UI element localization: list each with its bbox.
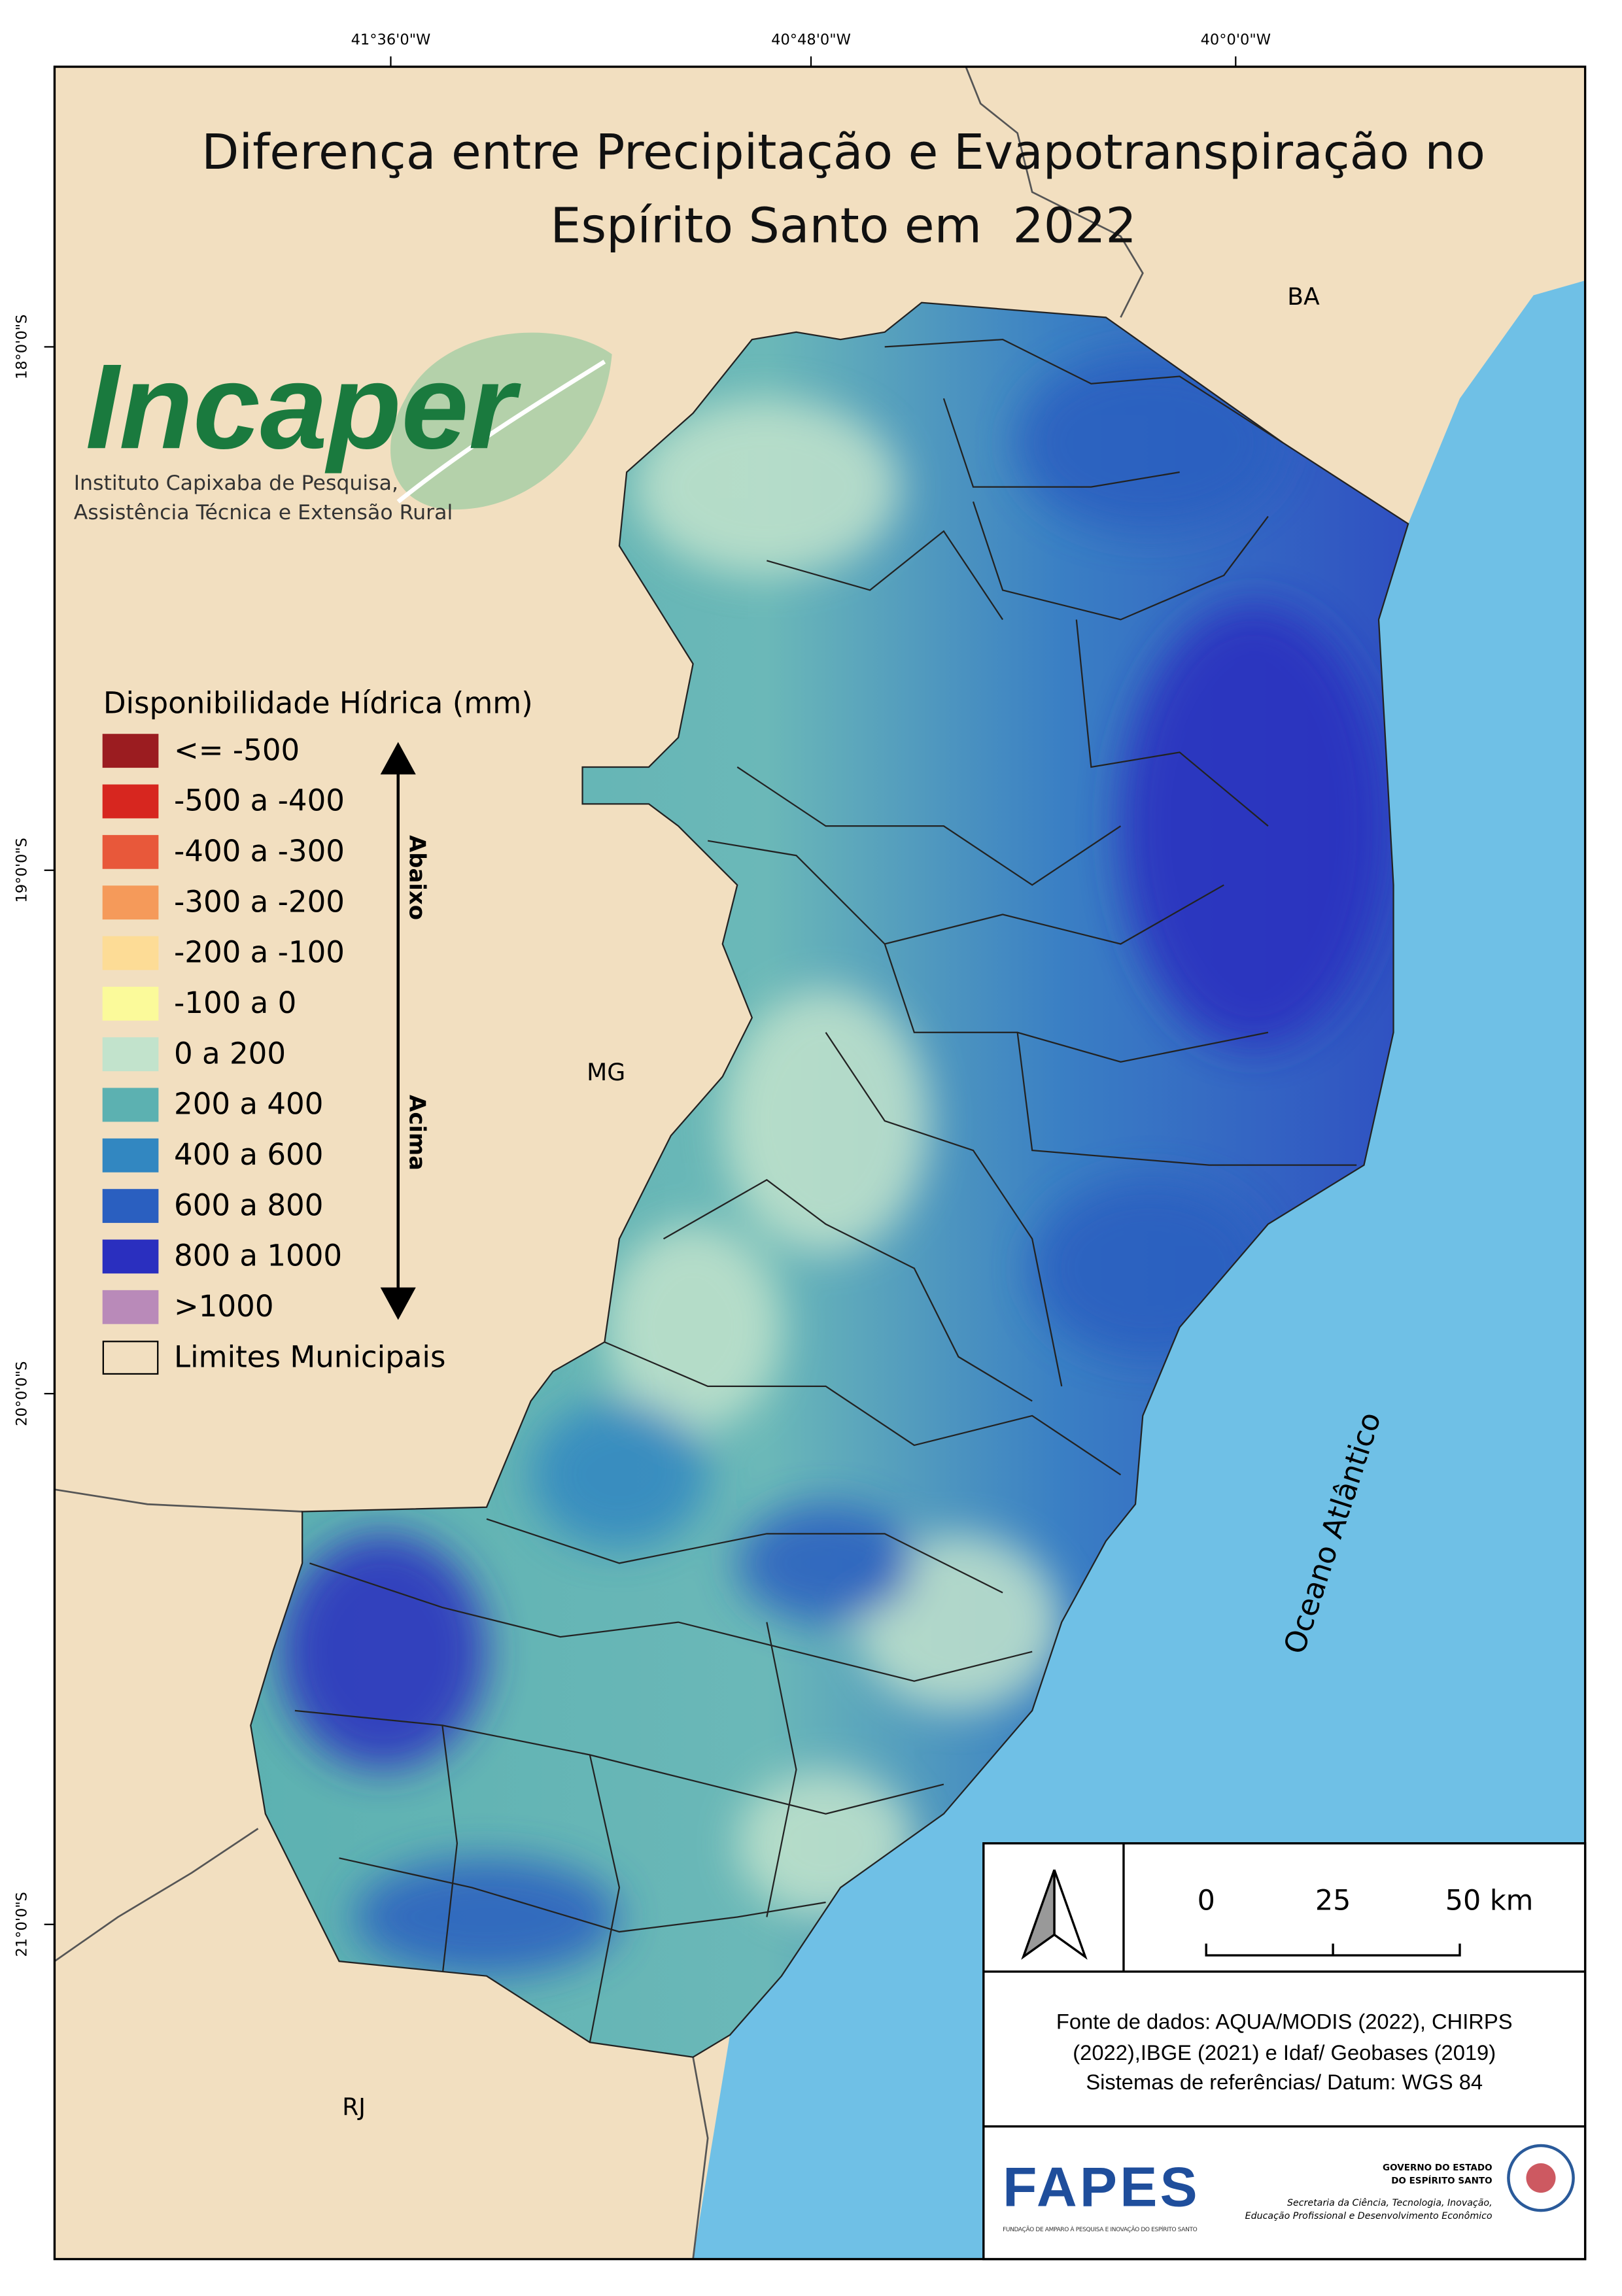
legend-label: -500 a -400 [174,783,345,818]
latitude-label: 19°0'0"S [13,838,30,902]
legend-label: 400 a 600 [174,1137,323,1172]
map-title: Espírito Santo em 2022 [550,197,1136,254]
es-outline [250,301,1409,2058]
map-frame [53,65,1587,2261]
legend-label: <= -500 [174,732,300,767]
ocean [693,280,1585,2259]
legend-label: -400 a -300 [174,834,345,868]
legend-label: >1000 [174,1289,274,1324]
legend-swatch [102,1341,159,1375]
latitude-label: 21°0'0"S [13,1892,30,1957]
government-text: Educação Profissional e Desenvolvimento … [1245,2211,1493,2221]
incaper-logo [390,332,612,510]
scale-label: 0 [1198,1884,1215,1917]
legend-swatch [102,734,159,768]
legend-label: -300 a -200 [174,884,345,919]
latitude-label: 18°0'0"S [13,315,30,379]
legend-arrow [380,742,416,1320]
government-text: DO ESPÍRITO SANTO [1391,2174,1492,2186]
legend-swatch [102,986,159,1021]
legend-swatch [102,1290,159,1324]
government-text: Secretaria da Ciência, Tecnologia, Inova… [1287,2198,1493,2208]
map-title: Diferença entre Precipitação e Evapotran… [201,124,1485,180]
latitude-label: 20°0'0"S [13,1361,30,1426]
legend-swatch [102,834,159,869]
legend-label: -200 a -100 [174,935,345,970]
fapes-tagline: FUNDAÇÃO DE AMPARO À PESQUISA E INOVAÇÃO… [1003,2225,1198,2233]
legend-swatch [102,1239,159,1274]
logo-subtitle: Assistência Técnica e Extensão Rural [74,501,453,524]
state-borders [54,66,1144,2259]
longitude-label: 41°36'0"W [351,31,431,48]
legend-label: 0 a 200 [174,1036,286,1071]
scale-bar [1205,1944,1461,1957]
source-text: Sistemas de referências/ Datum: WGS 84 [1086,2070,1483,2094]
info-box [982,1842,1587,2261]
source-text: (2022),IBGE (2021) e Idaf/ Geobases (201… [1073,2040,1496,2065]
legend-swatch [102,885,159,920]
legend-title: Disponibilidade Hídrica (mm) [103,685,533,720]
legend-swatch [102,784,159,819]
legend-label: 200 a 400 [174,1087,323,1122]
region-label: BA [1287,283,1320,311]
scale-label: 50 km [1445,1884,1534,1917]
longitude-label: 40°0'0"W [1201,31,1271,48]
legend-swatch [102,936,159,970]
legend-swatch [102,1189,159,1224]
legend-label: 800 a 1000 [174,1239,342,1273]
region-label: MG [587,1059,625,1086]
source-text: Fonte de dados: AQUA/MODIS (2022), CHIRP… [1056,2009,1513,2033]
municipal-limits [294,338,1357,2043]
legend-swatch [102,1088,159,1122]
scale-label: 25 [1315,1884,1351,1917]
arrow-label: Abaixo [404,835,430,920]
legend-swatch [102,1037,159,1072]
arrow-label: Acima [404,1095,430,1171]
logo-name: Incaper [86,339,522,474]
legend-swatch [102,1138,159,1173]
legend-label: -100 a 0 [174,985,296,1020]
legend-label: Limites Municipais [174,1339,445,1374]
fapes-logo: FAPES [1003,2155,1198,2218]
logo-subtitle: Instituto Capixaba de Pesquisa, [74,471,398,495]
region-label: RJ [342,2094,366,2121]
government-text: GOVERNO DO ESTADO [1383,2163,1493,2173]
legend-label: 600 a 800 [174,1188,323,1222]
longitude-label: 40°48'0"W [771,31,851,48]
